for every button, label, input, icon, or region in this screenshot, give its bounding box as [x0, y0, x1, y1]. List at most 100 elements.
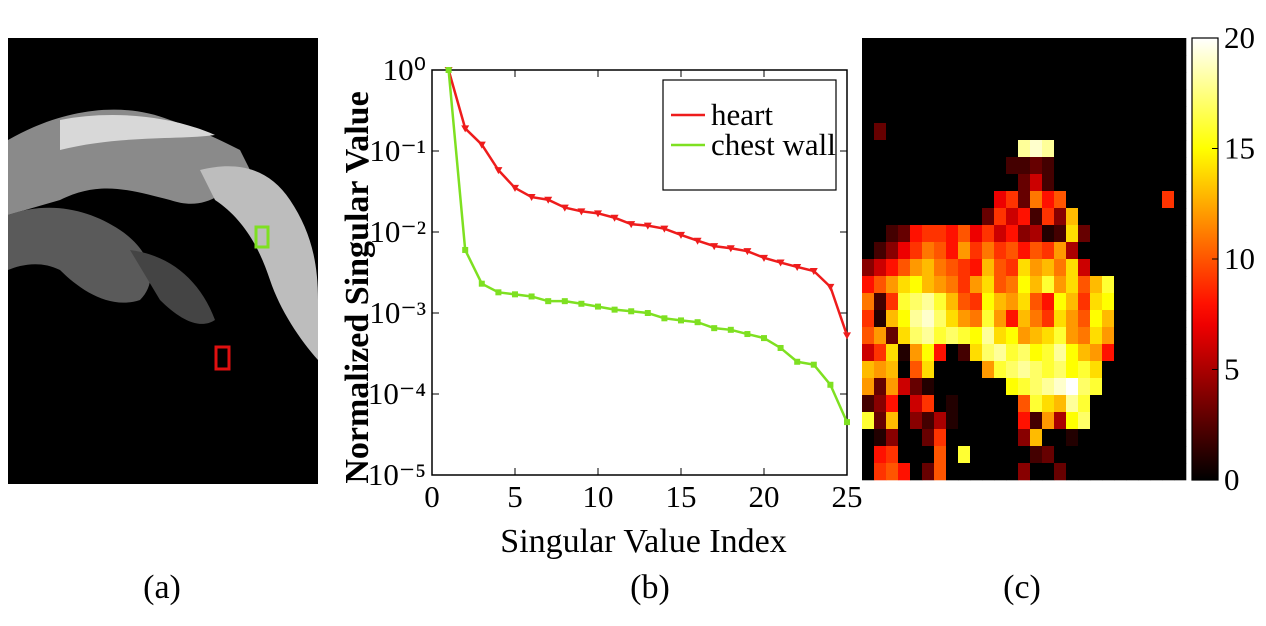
tissue [200, 166, 318, 360]
y-tick-label: 10⁻² [369, 214, 426, 249]
heat-cell [898, 463, 911, 481]
heat-cell [1174, 208, 1187, 226]
heat-cell [862, 38, 875, 56]
heat-cell [994, 106, 1007, 124]
heat-cell [994, 242, 1007, 260]
marker [843, 332, 851, 340]
heat-cell [1042, 293, 1055, 311]
heat-cell [1042, 208, 1055, 226]
heat-cell [1090, 412, 1103, 430]
heat-cell [946, 89, 959, 107]
y-tick-label: 10⁻⁵ [368, 457, 426, 492]
x-tick-label: 5 [507, 479, 523, 514]
heat-cell [1054, 157, 1067, 175]
heat-cell [898, 208, 911, 226]
heat-cell [910, 191, 923, 209]
heat-cell [1030, 191, 1043, 209]
heat-cell [1174, 140, 1187, 158]
y-axis-label: Normalized Singular Value [339, 91, 376, 483]
heat-cell [862, 225, 875, 243]
heat-cell [862, 463, 875, 481]
marker [544, 196, 553, 204]
heat-cell [1138, 378, 1151, 396]
heat-cell [994, 361, 1007, 379]
heat-cell [1102, 191, 1115, 209]
heat-cell [886, 259, 899, 277]
heat-cell [874, 259, 887, 277]
heat-cell [910, 225, 923, 243]
heat-cell [874, 55, 887, 73]
heat-cell [1126, 310, 1139, 328]
heat-cell [946, 463, 959, 481]
heat-cell [1006, 344, 1019, 362]
heat-cell [1102, 361, 1115, 379]
heat-cell [1078, 276, 1091, 294]
heat-cell [1078, 463, 1091, 481]
heat-cell [1162, 463, 1175, 481]
heat-cell [1174, 106, 1187, 124]
heat-cell [1006, 293, 1019, 311]
heat-cell [946, 208, 959, 226]
heat-cell [1030, 276, 1043, 294]
marker [727, 326, 734, 333]
heat-cell [1054, 225, 1067, 243]
heat-cell [958, 446, 971, 464]
heat-cell [1138, 140, 1151, 158]
heat-cell [1042, 106, 1055, 124]
heat-cell [1030, 429, 1043, 447]
marker [511, 184, 519, 192]
heat-cell [1018, 429, 1031, 447]
heat-cell [1030, 225, 1043, 243]
heat-cell [1030, 106, 1043, 124]
heat-cell [1150, 106, 1163, 124]
marker [594, 210, 602, 218]
heat-cell [1018, 344, 1031, 362]
heat-cell [1018, 310, 1031, 328]
heat-cell [1114, 463, 1127, 481]
tissue [60, 115, 215, 150]
heat-cell [1054, 327, 1067, 345]
heat-cell [1030, 55, 1043, 73]
marker [661, 315, 668, 322]
heat-cell [934, 38, 947, 56]
heat-cell [1042, 276, 1055, 294]
heat-cell [1114, 412, 1127, 430]
heat-cell [1066, 259, 1079, 277]
heat-cell [910, 276, 923, 294]
heat-cell [1066, 174, 1079, 192]
heat-cell [1114, 106, 1127, 124]
heat-cell [1078, 191, 1091, 209]
heat-cell [982, 123, 995, 141]
heat-cell [1030, 38, 1043, 56]
heat-cell [1126, 242, 1139, 260]
heat-cell [1126, 72, 1139, 90]
legend-box [662, 79, 837, 191]
heat-cell [934, 106, 947, 124]
heat-cell [1138, 327, 1151, 345]
heat-cell [922, 208, 935, 226]
heat-cell [1174, 361, 1187, 379]
heat-cell [922, 344, 935, 362]
heat-cell [958, 361, 971, 379]
heat-cell [1126, 446, 1139, 464]
heat-cell [1018, 395, 1031, 413]
heat-cell [1018, 157, 1031, 175]
heat-cell [1150, 412, 1163, 430]
heat-cell [994, 293, 1007, 311]
heat-cell [1066, 395, 1079, 413]
heat-cell [1138, 429, 1151, 447]
heat-cell [886, 344, 899, 362]
heat-cell [1018, 140, 1031, 158]
heat-cell [1018, 72, 1031, 90]
heat-cell [922, 225, 935, 243]
heat-cell [994, 174, 1007, 192]
heat-cell [922, 259, 935, 277]
heat-cell [946, 55, 959, 73]
heat-cell [898, 123, 911, 141]
heat-cell [982, 412, 995, 430]
heat-cell [922, 140, 935, 158]
heat-cell [898, 140, 911, 158]
heat-cell [1162, 157, 1175, 175]
heat-cell [862, 378, 875, 396]
heat-cell [910, 327, 923, 345]
